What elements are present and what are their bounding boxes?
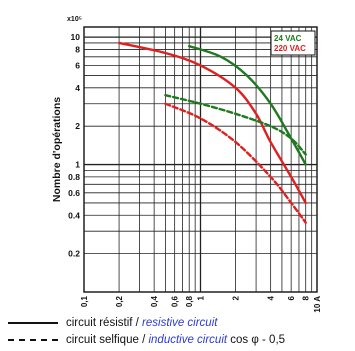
- x-tick-label: 0,1: [80, 295, 89, 307]
- x-tick-label: 6: [287, 295, 296, 300]
- y-tick-label: 2: [75, 121, 80, 131]
- x-tick-label: 2: [232, 295, 241, 300]
- legend-resistive-sep: /: [132, 317, 143, 329]
- legend-box: [270, 30, 316, 56]
- x-tick-label: 10 A: [313, 296, 322, 313]
- legend-resistive-fr: circuit résistif: [66, 317, 133, 329]
- y-tick-label: 6: [75, 60, 80, 70]
- y-tick-label: 8: [75, 44, 80, 54]
- legend-inductive: circuit selfique / inductive circuit cos…: [8, 333, 285, 347]
- y-tick-label: 1: [75, 160, 80, 170]
- legend-entry-0: 24 VAC: [274, 34, 302, 43]
- series-line-220vac-inductive: [164, 102, 307, 224]
- x-tick-label: 0,6: [171, 295, 180, 307]
- x-tick-label: 0,8: [185, 295, 194, 307]
- y-tick-label: 0.6: [68, 188, 80, 198]
- legend-solid-line-swatch: [8, 321, 58, 324]
- legend-inductive-en: inductive circuit: [148, 334, 228, 346]
- x-tick-label: 8: [302, 295, 311, 300]
- y-multiplier-label: x10⁵: [67, 16, 82, 23]
- y-axis-title: Nombre d'opérations: [51, 97, 63, 202]
- x-tick-label: 4: [267, 295, 276, 300]
- series-line-220vac-resistive: [117, 41, 307, 205]
- x-tick-label: 1: [197, 295, 206, 300]
- y-tick-label: 0.2: [68, 249, 80, 259]
- legend-resistive: circuit résistif / resistive circuit: [8, 316, 217, 330]
- x-tick-label: 0,2: [115, 295, 124, 307]
- legend-inductive-sep: /: [138, 334, 149, 346]
- y-tick-label: 0.8: [68, 172, 80, 182]
- legend-inductive-suffix: cos φ - 0,5: [227, 334, 286, 346]
- legend-resistive-en: resistive circuit: [142, 317, 218, 329]
- legend-dashed-line-swatch: [8, 338, 58, 341]
- y-tick-label: 10: [71, 32, 81, 42]
- x-tick-label: 0,4: [150, 295, 159, 307]
- y-tick-label: 0.4: [68, 210, 80, 220]
- series-line-24vac-inductive: [164, 94, 307, 156]
- legend-inductive-fr: circuit selfique: [66, 334, 139, 346]
- y-tick-label: 4: [75, 83, 80, 93]
- legend-entry-1: 220 VAC: [274, 44, 306, 53]
